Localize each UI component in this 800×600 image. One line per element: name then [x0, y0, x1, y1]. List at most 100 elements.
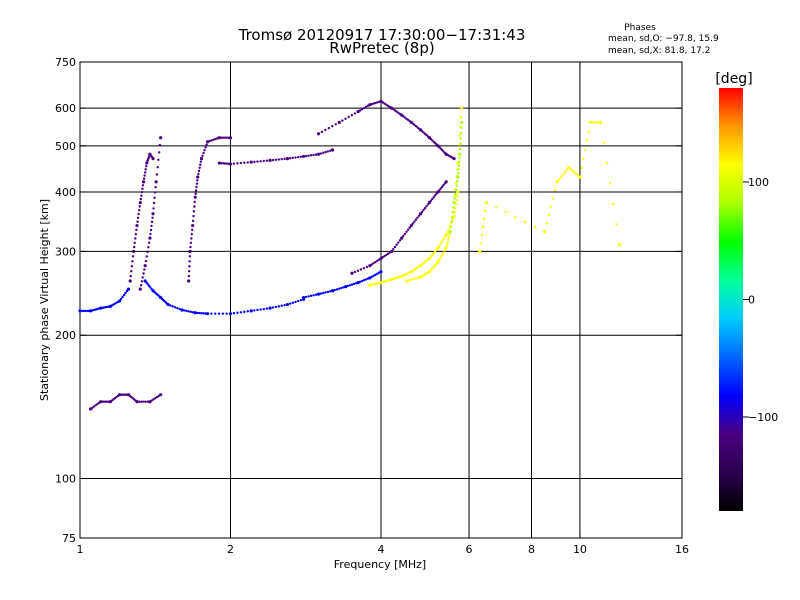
echo-point: [545, 222, 548, 225]
x-tick-label: 1: [77, 543, 84, 556]
echo-point: [154, 180, 158, 184]
echo-point: [605, 161, 609, 165]
echo-point: [445, 244, 449, 247]
echo-point: [431, 253, 434, 257]
echo-point: [346, 284, 349, 288]
echo-point: [408, 226, 411, 229]
echo-point: [223, 162, 227, 165]
echo-point: [283, 157, 286, 161]
echo-point: [331, 124, 334, 128]
echo-point: [442, 251, 445, 254]
echo-point: [443, 235, 446, 239]
echo-point: [334, 123, 337, 126]
echo-point: [456, 190, 460, 194]
echo-point: [173, 306, 177, 309]
echo-point: [446, 238, 450, 242]
colorbar-tick-label: −100: [748, 411, 778, 424]
echo-point: [446, 230, 449, 234]
echo-point: [131, 255, 135, 258]
echo-point: [417, 276, 420, 279]
echo-point: [288, 302, 292, 305]
echo-point: [221, 162, 225, 165]
x-axis-label: Frequency [MHz]: [334, 558, 426, 571]
echo-point: [243, 310, 246, 314]
echo-point: [457, 172, 460, 175]
echo-point: [412, 277, 415, 281]
echo-point: [197, 169, 201, 173]
echo-point: [214, 137, 217, 141]
echo-point: [425, 205, 428, 208]
echo-point: [348, 284, 352, 287]
echo-point: [404, 279, 409, 283]
echo-point: [271, 158, 275, 162]
echo-point: [140, 194, 143, 197]
echo-point: [448, 230, 452, 234]
echo-point: [585, 139, 589, 142]
echo-point: [228, 162, 233, 166]
echo-point: [208, 139, 211, 143]
echo-point: [138, 287, 142, 291]
echo-point: [494, 206, 498, 209]
echo-point: [374, 101, 377, 105]
echo-point: [137, 212, 140, 216]
echo-point: [458, 152, 462, 156]
echo-point: [383, 254, 386, 258]
echo-point: [608, 182, 612, 185]
echo-point: [457, 160, 461, 164]
echo-point: [450, 215, 454, 219]
echo-point: [221, 312, 225, 315]
echo-point: [454, 188, 458, 191]
y-tick-labels: 750 600 500 400 300 200 100 75: [55, 56, 682, 545]
echo-point: [374, 260, 377, 264]
echo-point: [402, 234, 405, 238]
echo-point: [452, 206, 455, 209]
echo-point: [194, 189, 198, 192]
echo-point: [299, 155, 303, 158]
echo-point: [117, 299, 122, 303]
echo-point: [214, 312, 217, 315]
echo-point: [615, 223, 618, 226]
echo-point: [330, 148, 335, 152]
echo-point: [555, 180, 559, 184]
echo-point: [225, 312, 228, 315]
echo-point: [453, 194, 456, 198]
echo-point: [322, 151, 325, 155]
x-tick-label: 6: [466, 543, 473, 556]
echo-point: [196, 175, 200, 179]
echo-point: [395, 243, 398, 246]
echo-point: [198, 311, 201, 315]
echo-point: [587, 130, 590, 133]
x-tick-label: 16: [675, 543, 689, 556]
echo-point: [447, 235, 451, 239]
echo-point: [379, 270, 383, 274]
echo-point: [575, 172, 578, 176]
echo-point: [309, 154, 313, 157]
echo-point: [376, 282, 379, 285]
echo-point: [159, 136, 163, 140]
echo-point: [296, 299, 300, 303]
echo-point: [131, 260, 134, 263]
echo-point: [392, 108, 395, 111]
echo-point: [457, 164, 461, 167]
echo-point: [385, 253, 388, 257]
echo-point: [189, 245, 192, 249]
echo-point: [407, 279, 411, 282]
y-axis-label: Stationary phase Virtual Height [km]: [38, 199, 51, 401]
echo-point: [440, 240, 444, 243]
echo-point: [451, 211, 454, 214]
echo-point: [80, 309, 83, 313]
echo-point: [385, 103, 388, 106]
echo-point: [429, 199, 433, 202]
echo-point: [324, 128, 327, 132]
echo-point: [191, 219, 195, 223]
echo-point: [152, 201, 156, 205]
echo-point: [439, 187, 442, 190]
echo-point: [327, 126, 331, 130]
echo-point: [236, 162, 239, 165]
echo-point: [119, 297, 123, 301]
echo-point: [436, 260, 440, 264]
echo-point: [188, 249, 192, 254]
echo-point: [557, 178, 561, 181]
echo-point: [433, 194, 437, 197]
echo-point: [458, 134, 461, 137]
